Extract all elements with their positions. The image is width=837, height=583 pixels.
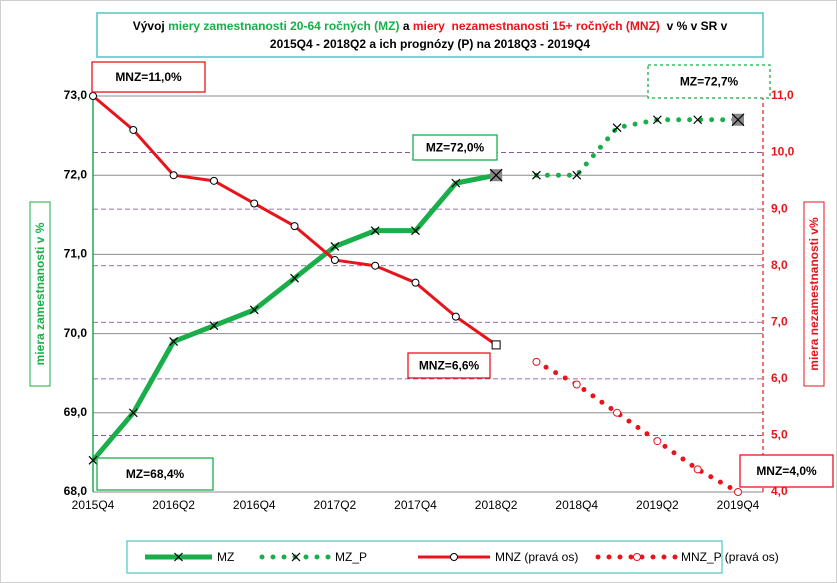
marker [169,171,178,180]
x-tick-label: 2018Q2 [475,498,518,512]
series-line [533,117,741,178]
title-part: v % v SR v [660,19,728,33]
legend-label: MNZ_P (pravá os) [681,550,779,564]
marker [734,488,742,496]
marker [128,408,138,418]
annotation: MNZ=11,0% [115,70,182,84]
series-line [533,359,741,495]
y2-tick-label: 8,0 [771,258,788,272]
marker [491,340,501,350]
y-tick-label: 70,0 [64,326,88,340]
y2-label-box [803,201,825,387]
marker [290,273,299,283]
y2-tick-label: 5,0 [771,428,788,442]
marker [489,168,503,182]
x-tick-label: 2019Q4 [717,498,760,512]
annotation: MZ=68,4% [126,467,185,481]
chart-subtitle: 2015Q4 - 2018Q2 a ich prognózy (P) na 20… [270,37,590,51]
y-axis-label: miera zamestnanosti v % [33,222,47,365]
marker [532,357,541,366]
title-part: Vývoj [133,19,168,33]
x-tick-label: 2019Q2 [636,498,679,512]
annotation: MNZ=4,0% [756,464,817,478]
marker [250,199,259,208]
y2-tick-label: 6,0 [771,371,788,385]
y-tick-label: 69,0 [64,405,88,419]
y2-tick-label: 4,0 [771,484,788,498]
y-tick-label: 71,0 [64,247,88,261]
marker [411,278,420,287]
annotation-box [91,61,206,93]
marker [731,113,745,127]
title-box [96,12,764,58]
y2-tick-label: 10,0 [771,145,795,159]
y2-tick-label: 9,0 [771,201,788,215]
y-label-box [29,201,51,387]
marker [209,176,218,185]
marker [371,261,380,270]
y-tick-label: 73,0 [64,88,88,102]
annotation-box [407,352,491,379]
annotation: MZ=72,7% [680,75,739,89]
marker [652,115,662,125]
marker [411,226,420,236]
x-tick-label: 2018Q4 [555,498,598,512]
marker [209,321,219,331]
marker [572,380,581,389]
y2-axis-label: miera nezamestnanosti v% [807,217,821,371]
legend-marker [633,553,641,561]
marker [653,437,662,446]
legend-label: MNZ (pravá os) [495,550,578,564]
annotation-box [647,64,771,99]
legend-marker [450,553,458,561]
marker [370,226,380,236]
y2-tick-label: 7,0 [771,314,788,328]
marker [290,222,299,231]
marker [572,170,582,180]
marker [330,242,340,251]
annotation-box [412,134,498,161]
annotation-box [96,457,214,491]
y2-tick-label: 11,0 [771,88,794,102]
x-tick-label: 2015Q4 [72,498,115,512]
annotation-box [739,454,834,488]
y-tick-label: 72,0 [64,167,88,181]
marker [532,170,541,180]
marker [451,312,460,321]
title-part: a [399,19,412,33]
x-tick-label: 2017Q4 [394,498,437,512]
annotation: MNZ=6,6% [419,359,480,373]
legend-label: MZ_P [335,550,367,564]
marker [613,408,622,417]
marker [693,115,703,125]
marker [129,125,138,134]
legend-marker [174,552,183,562]
marker [169,337,179,346]
marker [89,92,97,100]
marker [330,256,339,265]
legend-marker [291,552,301,562]
legend-label: MZ [217,550,234,564]
y2-label-group: miera nezamestnanosti v% [803,201,825,387]
chart-title: Vývoj miery zamestnanosti 20-64 ročných … [133,19,728,33]
title-part: miery zamestnanosti 20-64 ročných (MZ) [168,19,399,33]
marker [88,455,98,465]
marker [693,465,702,474]
x-tick-label: 2016Q2 [152,498,195,512]
annotation: MZ=72,0% [426,141,485,155]
title-part: miery nezamestnanosti 15+ ročných (MNZ) [413,19,660,33]
marker [249,305,259,315]
y-label-group: miera zamestnanosti v % [29,201,51,387]
x-tick-label: 2017Q2 [314,498,357,512]
x-tick-label: 2016Q4 [233,498,276,512]
marker [451,178,461,188]
marker [612,123,622,133]
y-tick-label: 68,0 [64,484,88,498]
